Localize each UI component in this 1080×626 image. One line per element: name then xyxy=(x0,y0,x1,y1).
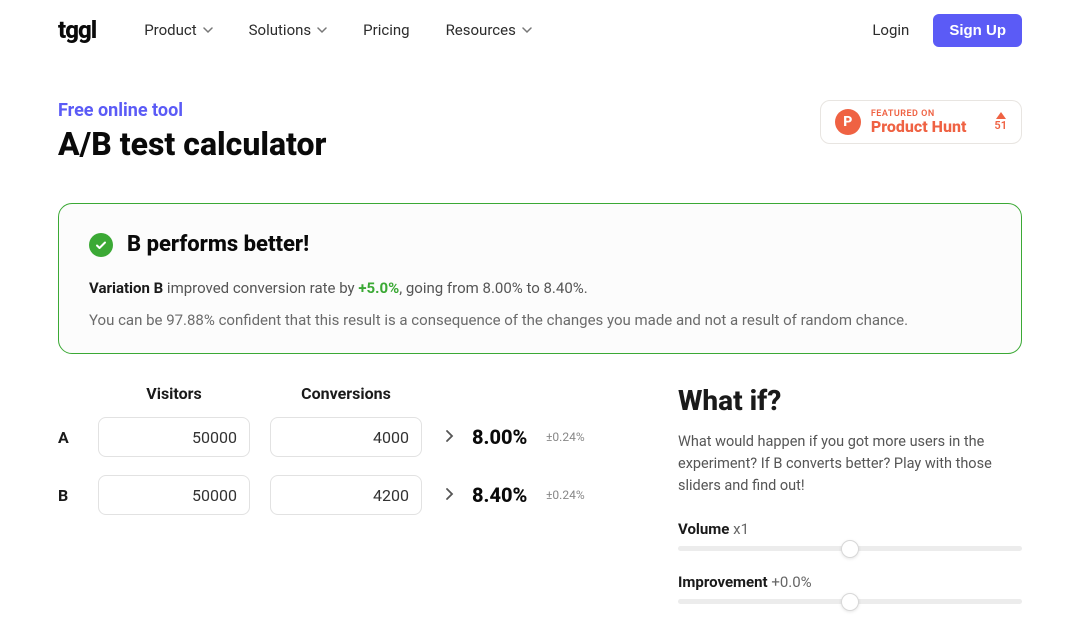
title-block: Free online tool A/B test calculator xyxy=(58,100,326,163)
row-label-b: B xyxy=(58,486,98,505)
eyebrow: Free online tool xyxy=(58,100,326,121)
improvement-slider-block: Improvement +0.0% xyxy=(678,573,1022,604)
main-nav: Product Solutions Pricing Resources xyxy=(144,21,872,39)
variation-row-a: A 8.00% ±0.24% xyxy=(58,417,618,457)
variation-row-b: B 8.40% ±0.24% xyxy=(58,475,618,515)
product-hunt-icon: P xyxy=(835,109,861,135)
ph-text: FEATURED ON Product Hunt xyxy=(871,109,967,135)
result-text1: improved conversion rate by xyxy=(163,279,358,297)
product-hunt-badge[interactable]: P FEATURED ON Product Hunt 51 xyxy=(820,100,1022,144)
slider-thumb[interactable] xyxy=(841,540,859,558)
variation-name: Variation B xyxy=(89,279,163,297)
rate-a: 8.00% xyxy=(472,425,540,449)
visitors-input-b[interactable] xyxy=(98,475,250,515)
chevron-right-icon xyxy=(444,486,454,505)
col-visitors-label: Visitors xyxy=(98,384,250,403)
nav-solutions[interactable]: Solutions xyxy=(249,21,328,39)
nav-product[interactable]: Product xyxy=(144,21,212,39)
col-conversions-label: Conversions xyxy=(270,384,422,403)
page-title: A/B test calculator xyxy=(58,125,326,163)
volume-slider[interactable] xyxy=(678,546,1022,551)
visitors-input-a[interactable] xyxy=(98,417,250,457)
chevron-down-icon xyxy=(317,25,327,35)
improvement-slider[interactable] xyxy=(678,599,1022,604)
ph-votes: 51 xyxy=(994,112,1007,132)
nav-label: Resources xyxy=(446,21,516,39)
chevron-down-icon xyxy=(203,25,213,35)
row-label-a: A xyxy=(58,428,98,447)
chevron-down-icon xyxy=(522,25,532,35)
ph-name: Product Hunt xyxy=(871,119,967,135)
upvote-icon xyxy=(996,112,1006,119)
nav-label: Product xyxy=(144,21,196,39)
nav-label: Solutions xyxy=(249,21,312,39)
logo[interactable]: tggl xyxy=(58,16,96,44)
result-text2: , going from 8.00% to 8.40%. xyxy=(399,279,587,297)
slider-label-improvement: Improvement xyxy=(678,573,768,591)
result-panel: B performs better! Variation B improved … xyxy=(58,203,1022,354)
whatif-title: What if? xyxy=(678,384,1022,417)
chevron-right-icon xyxy=(444,428,454,447)
slider-value-improvement-text: +0.0% xyxy=(771,573,811,591)
slider-value-volume-text: x1 xyxy=(733,520,749,538)
nav-label: Pricing xyxy=(363,21,409,39)
margin-b: ±0.24% xyxy=(546,488,585,502)
result-title: B performs better! xyxy=(127,232,309,257)
signup-button[interactable]: Sign Up xyxy=(933,14,1022,47)
nav-pricing[interactable]: Pricing xyxy=(363,21,409,39)
whatif-desc: What would happen if you got more users … xyxy=(678,431,1022,496)
auth-area: Login Sign Up xyxy=(872,14,1022,47)
slider-thumb[interactable] xyxy=(841,593,859,611)
nav-resources[interactable]: Resources xyxy=(446,21,532,39)
rate-b: 8.40% xyxy=(472,483,540,507)
conversions-input-a[interactable] xyxy=(270,417,422,457)
margin-a: ±0.24% xyxy=(546,430,585,444)
confidence-text: You can be 97.88% confident that this re… xyxy=(89,311,991,329)
delta-value: +5.0% xyxy=(358,279,399,297)
check-icon xyxy=(89,233,113,257)
volume-slider-block: Volume x1 xyxy=(678,520,1022,551)
whatif-section: What if? What would happen if you got mo… xyxy=(678,384,1022,626)
result-summary: Variation B improved conversion rate by … xyxy=(89,279,991,297)
inputs-section: Visitors Conversions A 8.00% ±0.24% B 8.… xyxy=(58,384,618,626)
ph-vote-count: 51 xyxy=(994,119,1007,132)
conversions-input-b[interactable] xyxy=(270,475,422,515)
slider-label-volume: Volume xyxy=(678,520,729,538)
login-link[interactable]: Login xyxy=(872,21,909,39)
